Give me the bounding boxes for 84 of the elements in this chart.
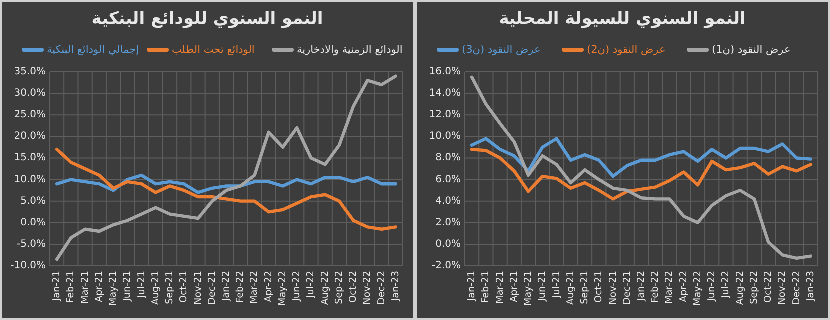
y-tick-label: 10.0% (14, 174, 46, 186)
x-tick-label: Dec-22 (376, 271, 388, 305)
line-series (55, 174, 398, 194)
x-tick-label: Aug-22 (320, 271, 331, 306)
x-tick-label: Feb-22 (650, 271, 662, 304)
x-tick-label: Dec-21 (622, 271, 633, 305)
y-tick-label: 20.0% (14, 131, 46, 142)
chart-title: النمو السنوي للودائع البنكية (92, 9, 324, 29)
chart-title: النمو السنوي للسيولة المحلية (499, 9, 746, 29)
x-tick-label: Mar-22 (664, 271, 676, 304)
x-tick-label: Aug-21 (150, 271, 162, 306)
y-tick-label: 12.0% (429, 110, 461, 121)
y-tick-label: 35.0% (14, 66, 46, 78)
y-tick-label: 8.0% (436, 152, 461, 164)
x-tick-label: May-21 (523, 271, 534, 306)
y-tick-label: 4.0% (436, 196, 461, 207)
x-tick-label: Sep-22 (748, 271, 760, 304)
x-tick-label: Jan-22 (221, 271, 232, 302)
legend-label: الودائع تحت الطلب (172, 44, 255, 56)
y-tick-label: 30.0% (14, 88, 46, 100)
legend-label: الودائع الزمنية والادخارية (297, 44, 403, 56)
x-tick-label: Apr-22 (678, 271, 690, 302)
line-series (55, 74, 398, 262)
x-tick-label: Oct-22 (348, 271, 360, 303)
x-tick-label: Aug-22 (734, 271, 746, 306)
y-tick-label: 2.0% (436, 217, 461, 228)
x-tick-label: Jun-21 (122, 271, 134, 302)
x-tick-label: Oct-21 (594, 271, 605, 303)
y-tick-label: -2.0% (432, 260, 461, 272)
x-tick-label: Nov-21 (192, 271, 204, 305)
x-tick-label: Jul-22 (306, 271, 317, 299)
x-tick-label: Dec-22 (791, 271, 802, 305)
x-tick-label: Oct-21 (178, 271, 190, 303)
x-tick-label: Nov-21 (608, 271, 619, 305)
legend-label: عرض النقود (ن1) (712, 44, 791, 56)
legend-label: إجمالي الودائع البنكية (47, 44, 140, 56)
x-tick-label: Jan-22 (636, 271, 647, 302)
x-tick-label: Feb-22 (235, 271, 246, 304)
x-tick-label: Jun-22 (706, 271, 718, 302)
x-tick-label: Mar-22 (249, 271, 260, 304)
legend-label: عرض النقود (ن2) (587, 44, 666, 56)
x-tick-label: Sep-21 (164, 271, 176, 304)
x-tick-label: Aug-21 (565, 271, 576, 306)
y-tick-label: 16.0% (429, 66, 461, 78)
x-tick-label: Jun-22 (292, 271, 303, 302)
x-tick-label: Nov-22 (777, 271, 788, 305)
x-tick-label: Jul-21 (136, 271, 148, 299)
x-tick-label: Jan-23 (390, 271, 402, 302)
x-tick-label: May-22 (692, 271, 704, 306)
y-tick-label: 15.0% (14, 152, 46, 164)
y-tick-label: 0.0% (436, 238, 461, 250)
x-tick-label: Dec-21 (206, 271, 218, 305)
x-tick-label: Sep-22 (334, 271, 345, 304)
x-tick-label: Mar-21 (494, 271, 506, 304)
x-tick-label: Jan-23 (805, 271, 816, 302)
y-tick-label: 0.0% (20, 217, 46, 228)
x-tick-label: May-21 (108, 271, 120, 306)
line-series (470, 148, 813, 201)
line-series (55, 148, 398, 231)
y-tick-label: 6.0% (436, 174, 461, 186)
x-tick-label: Nov-22 (362, 271, 374, 305)
x-tick-label: Mar-21 (80, 271, 91, 304)
x-tick-label: Sep-21 (580, 271, 591, 304)
y-tick-label: 25.0% (14, 110, 46, 121)
y-tick-label: 5.0% (20, 196, 46, 207)
y-tick-label: 14.0% (429, 88, 461, 100)
x-tick-label: Feb-21 (66, 271, 77, 304)
y-tick-label: -5.0% (16, 238, 46, 250)
x-tick-label: Feb-21 (480, 271, 492, 304)
line-series (470, 137, 813, 178)
y-tick-label: 10.0% (429, 131, 461, 142)
y-tick-label: -10.0% (10, 260, 46, 272)
x-tick-label: Jul-21 (551, 271, 562, 299)
x-tick-label: Jun-21 (537, 271, 548, 302)
x-tick-label: Apr-21 (94, 271, 105, 302)
x-tick-label: Jan-21 (466, 271, 478, 302)
x-tick-label: Jul-22 (720, 271, 732, 299)
x-tick-label: Oct-22 (763, 271, 774, 303)
legend-label: عرض النقود (ن3) (462, 44, 541, 56)
x-tick-label: Apr-22 (263, 271, 274, 302)
x-tick-label: Apr-21 (508, 271, 520, 302)
x-tick-label: May-22 (277, 271, 288, 306)
x-tick-label: Jan-21 (52, 271, 63, 302)
line-series (470, 76, 813, 260)
